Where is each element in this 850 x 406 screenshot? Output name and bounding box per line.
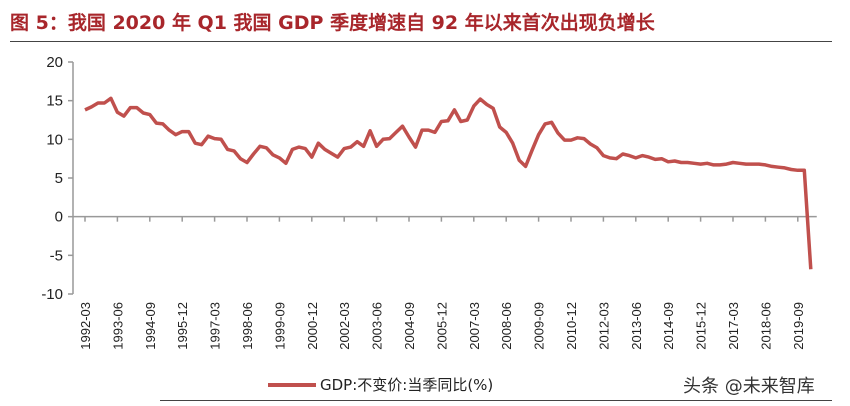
y-tick-label: 20 (46, 54, 63, 71)
x-tick-label: 2014-09 (661, 302, 676, 350)
x-tick-label: 1999-09 (272, 302, 287, 350)
x-tick-label: 2017-03 (726, 302, 741, 350)
x-tick-label: 2003-06 (370, 302, 385, 350)
x-tick-label: 1995-12 (175, 302, 190, 350)
x-tick-label: 2005-12 (434, 302, 449, 350)
x-tick-label: 2004-09 (402, 302, 417, 350)
x-tick-label: 2008-06 (499, 302, 514, 350)
y-tick-label: 0 (55, 209, 63, 226)
x-tick-label: 1993-06 (110, 302, 125, 350)
x-tick-label: 2009-09 (532, 302, 547, 350)
x-tick-label: 2007-03 (467, 302, 482, 350)
x-tick-label: 2010-12 (564, 302, 579, 350)
x-tick-label: 2019-09 (791, 302, 806, 350)
title-divider (10, 41, 832, 42)
y-tick-label: -10 (41, 286, 63, 303)
x-tick-label: 2012-03 (596, 302, 611, 350)
x-tick-label: 1998-06 (240, 302, 255, 350)
x-tick-label: 2015-12 (694, 302, 709, 350)
legend-swatch (268, 382, 316, 387)
y-tick-label: 5 (55, 170, 63, 187)
x-tick-label: 2013-06 (629, 302, 644, 350)
x-tick-label: 2018-06 (758, 302, 773, 350)
watermark: 头条 @未来智库 (683, 376, 815, 397)
y-tick-label: 10 (46, 131, 63, 148)
x-tick-label: 2002-03 (337, 302, 352, 350)
x-tick-label: 1997-03 (208, 302, 223, 350)
figure-title: 图 5：我国 2020 年 Q1 我国 GDP 季度增速自 92 年以来首次出现… (10, 12, 655, 34)
legend-label: GDP:不变价:当季同比(%) (320, 376, 494, 394)
legend: GDP:不变价:当季同比(%) (268, 374, 493, 395)
series-line (84, 96, 813, 270)
x-tick-label: 1992-03 (78, 302, 93, 350)
x-tick-label: 1994-09 (143, 302, 158, 350)
y-tick-label: -5 (50, 247, 63, 264)
x-tick-label: 2000-12 (305, 302, 320, 350)
bottom-divider (160, 400, 832, 401)
y-tick-label: 15 (46, 93, 63, 110)
